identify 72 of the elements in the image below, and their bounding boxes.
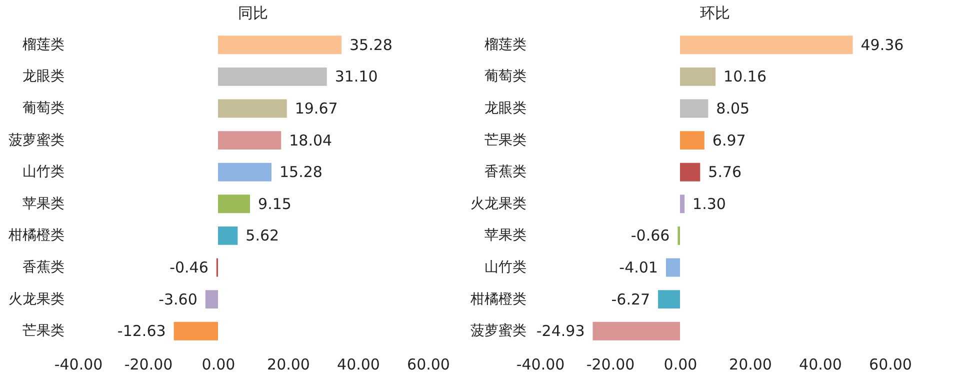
data-label: 5.62 [246, 226, 280, 245]
data-label: 1.30 [692, 194, 726, 213]
data-label: -6.27 [611, 290, 650, 308]
y-tick-label: 苹果类 [22, 196, 64, 212]
data-label: -0.46 [170, 258, 208, 276]
data-label: 6.97 [712, 131, 746, 150]
data-label: 8.05 [716, 100, 750, 118]
y-tick-label: 龙眼类 [484, 100, 526, 116]
y-tick-label: 榴莲类 [484, 36, 526, 53]
bar [218, 194, 250, 214]
bar [592, 322, 680, 340]
bar [218, 226, 238, 245]
y-tick-label: 火龙果类 [8, 291, 64, 308]
y-tick-label: 葡萄类 [484, 68, 526, 85]
bar [205, 290, 218, 309]
x-tick-label: 40.00 [337, 356, 380, 374]
x-tick-label: -40.00 [54, 356, 103, 374]
y-tick-label: 香蕉类 [484, 164, 526, 180]
y-tick-label: 山竹类 [22, 164, 64, 180]
data-label: 15.28 [279, 163, 322, 182]
bar [218, 162, 272, 182]
y-tick-label: 榴莲类 [22, 36, 64, 53]
x-tick-label: 0.00 [202, 356, 236, 374]
x-tick-label: 20.00 [267, 356, 310, 374]
y-tick-label: 芒果类 [22, 323, 64, 340]
data-label: 31.10 [334, 68, 378, 86]
x-tick-label: 0.00 [664, 356, 698, 374]
chart-title: 环比 [700, 4, 730, 22]
x-tick-label: -40.00 [516, 356, 565, 374]
x-tick-label: 60.00 [869, 356, 912, 374]
bar [680, 36, 853, 54]
bar [218, 36, 342, 54]
y-tick-label: 菠萝蜜类 [470, 323, 526, 340]
data-label: -24.93 [536, 322, 585, 340]
y-tick-label: 火龙果类 [470, 196, 526, 212]
y-tick-label: 柑橘橙类 [470, 291, 526, 308]
y-tick-label: 葡萄类 [22, 100, 64, 116]
x-tick-label: 40.00 [799, 356, 842, 374]
data-label: -3.60 [158, 290, 198, 308]
bar [218, 99, 287, 118]
bar [680, 99, 708, 118]
data-label: 9.15 [258, 194, 292, 213]
y-tick-label: 柑橘橙类 [8, 228, 64, 244]
y-tick-label: 香蕉类 [22, 260, 64, 276]
x-tick-label: 60.00 [407, 356, 450, 374]
bar [218, 131, 282, 150]
chart-title: 同比 [238, 4, 268, 22]
data-label: 5.76 [708, 163, 742, 182]
y-tick-label: 芒果类 [484, 132, 526, 148]
x-tick-label: -20.00 [586, 356, 635, 374]
data-label: -12.63 [117, 322, 166, 340]
data-label: -4.01 [619, 258, 658, 276]
x-tick-label: 20.00 [729, 356, 772, 374]
data-label: 18.04 [289, 131, 332, 150]
y-tick-label: 苹果类 [484, 228, 526, 244]
bar [658, 290, 680, 309]
data-label: 10.16 [724, 68, 767, 86]
bar [174, 322, 218, 340]
data-label: 35.28 [349, 36, 392, 54]
data-label: 49.36 [860, 36, 904, 54]
bar [680, 67, 716, 86]
bar [680, 194, 685, 214]
x-tick-label: -20.00 [124, 356, 173, 374]
y-tick-label: 菠萝蜜类 [8, 132, 64, 148]
data-label: -0.66 [630, 226, 670, 245]
data-label: 19.67 [294, 100, 338, 118]
bar [680, 131, 704, 150]
bar [680, 162, 700, 182]
bar [666, 258, 680, 277]
y-tick-label: 龙眼类 [22, 68, 64, 85]
bar [218, 67, 327, 86]
y-tick-label: 山竹类 [484, 260, 526, 276]
